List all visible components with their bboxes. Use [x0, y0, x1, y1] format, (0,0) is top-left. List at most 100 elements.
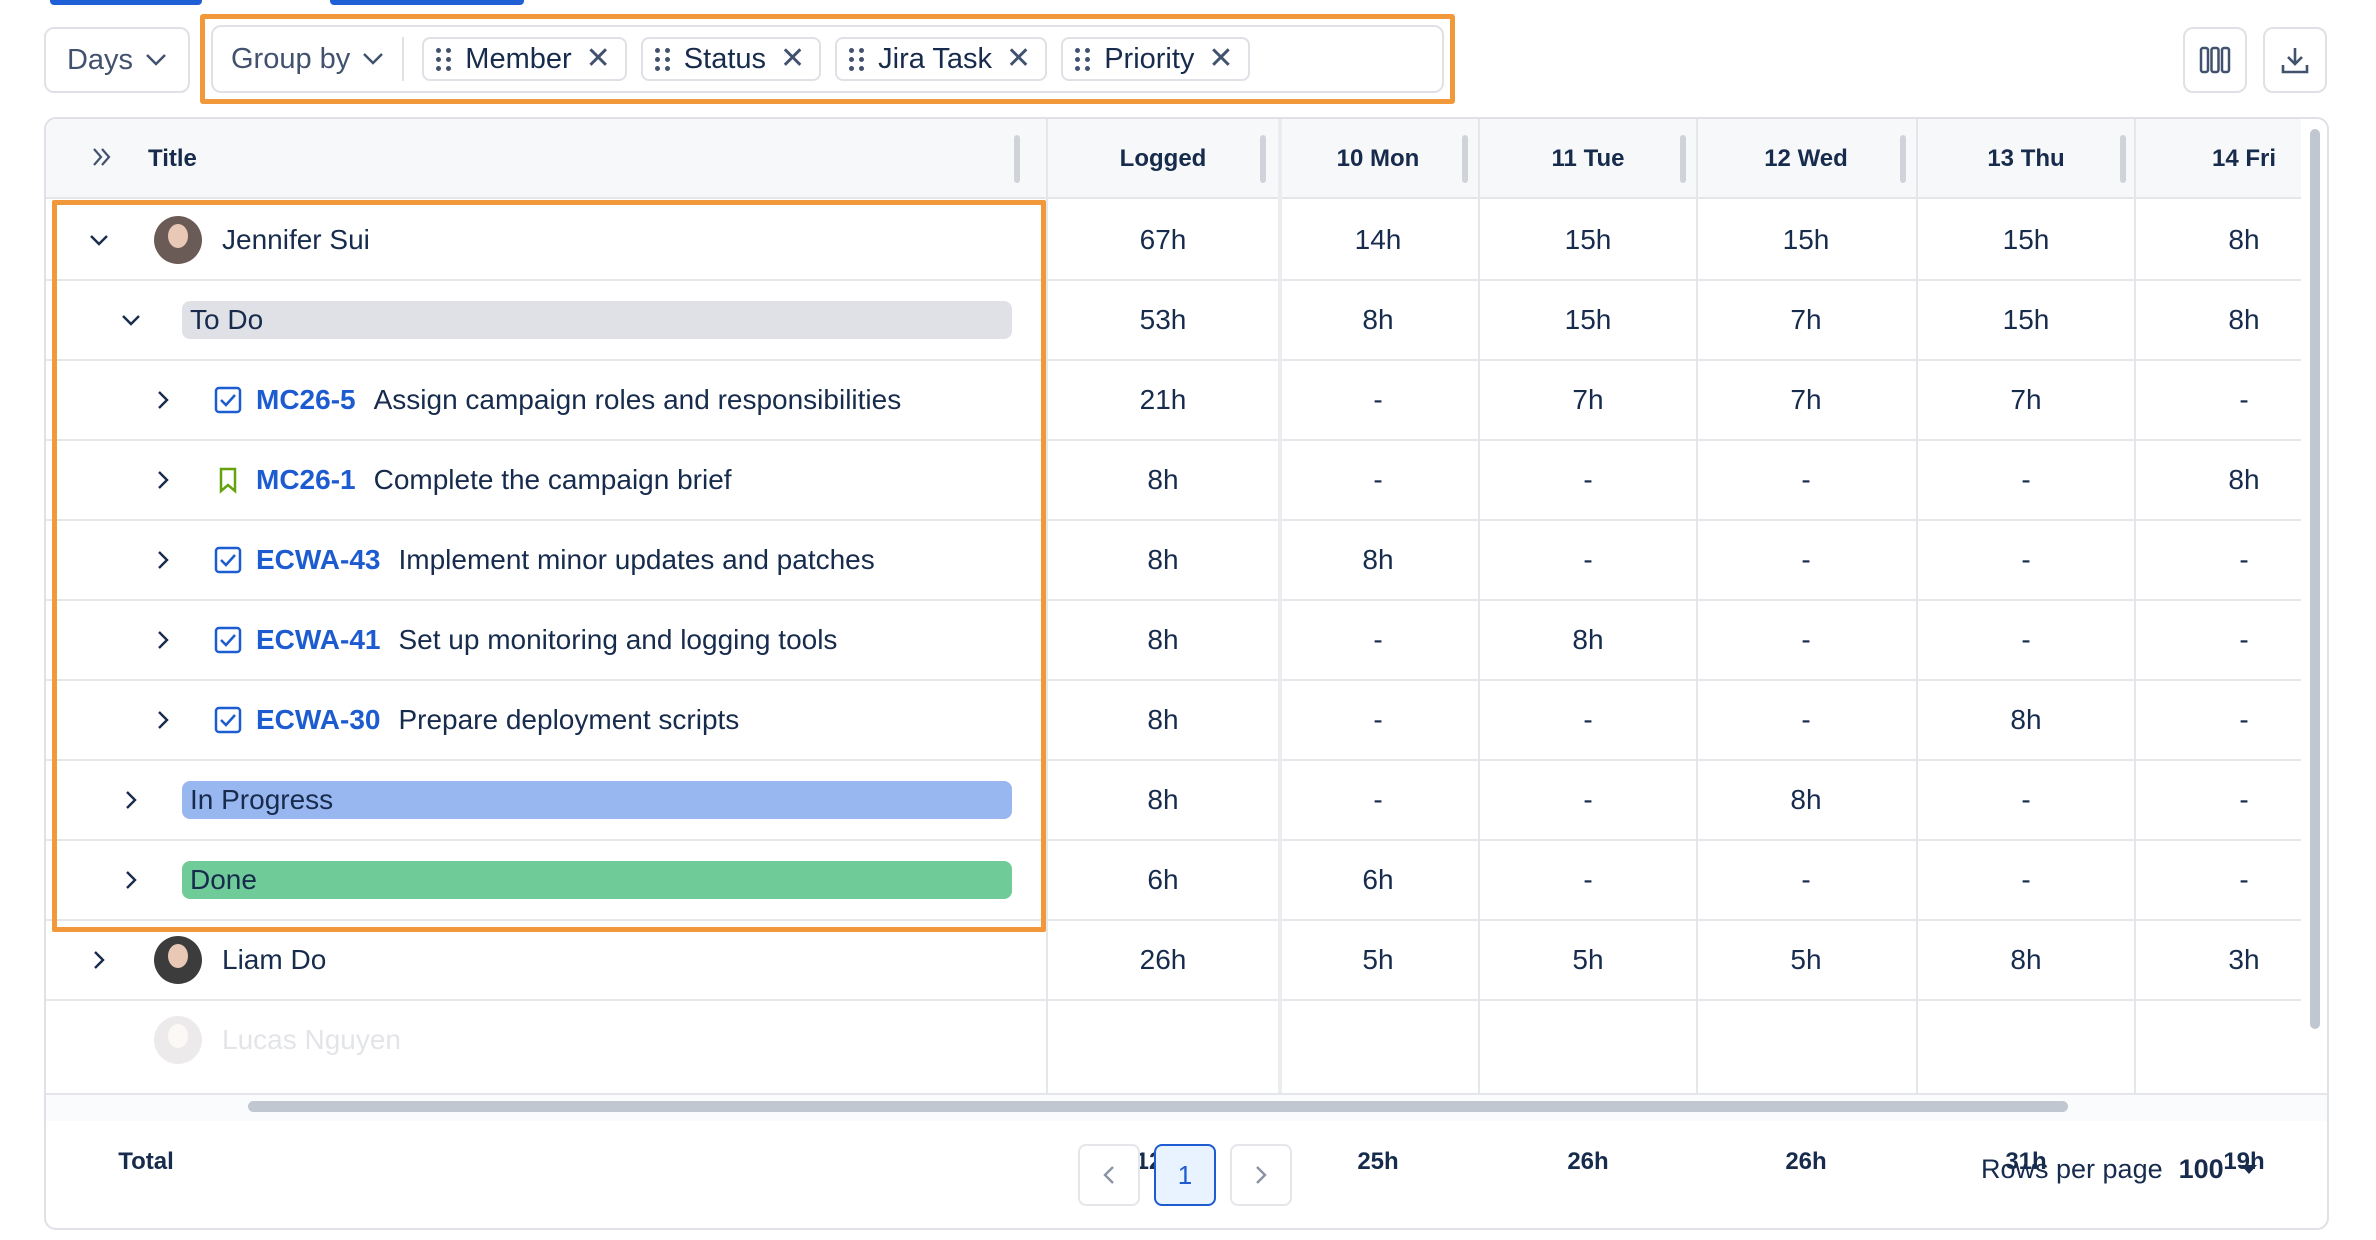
table-row-task[interactable]: ECWA-41 Set up monitoring and logging to…: [46, 601, 2301, 681]
table-row-status[interactable]: Done 6h 6h - - - -: [46, 841, 2301, 921]
table-row-task[interactable]: MC26-5 Assign campaign roles and respons…: [46, 361, 2301, 441]
avatar: [154, 936, 202, 984]
table-row-task[interactable]: ECWA-43 Implement minor updates and patc…: [46, 521, 2301, 601]
total-day: 26h: [1567, 1148, 1609, 1175]
close-icon[interactable]: ✕: [780, 42, 806, 75]
drag-handle-icon[interactable]: [1075, 47, 1091, 71]
member-name: Lucas Nguyen: [222, 1024, 402, 1055]
column-header-day[interactable]: 13 Thu: [1987, 145, 2065, 172]
chevron-down-icon[interactable]: [86, 201, 112, 279]
horizontal-scrollbar[interactable]: [248, 1101, 2068, 1112]
task-key-link[interactable]: MC26-5: [256, 384, 356, 415]
checkbox-icon: [214, 546, 242, 574]
day-cell: 8h: [2010, 704, 2042, 735]
task-title: Prepare deployment scripts: [398, 704, 740, 735]
group-by-highlight: Group by Member ✕ Status ✕ Jira Task ✕: [200, 14, 1455, 104]
member-cell: Liam Do: [154, 921, 326, 999]
task-key-link[interactable]: ECWA-30: [256, 704, 381, 735]
day-cell: -: [1373, 624, 1383, 655]
timesheet-table: Title Logged 10 Mon 11 Tue 12 Wed 13 Thu…: [44, 117, 2329, 1230]
day-cell: -: [2239, 704, 2249, 735]
day-cell: 7h: [2010, 384, 2042, 415]
day-cell: 8h: [1790, 784, 1822, 815]
column-header-day[interactable]: 11 Tue: [1551, 145, 1625, 172]
column-resizer[interactable]: [2120, 135, 2126, 183]
chevron-right-icon[interactable]: [150, 361, 176, 439]
group-chip-status[interactable]: Status ✕: [640, 37, 822, 81]
day-cell: 3h: [2228, 944, 2260, 975]
task-key-link[interactable]: MC26-1: [256, 464, 356, 495]
column-header-logged[interactable]: Logged: [1119, 145, 1207, 172]
divider: [402, 37, 405, 81]
chevron-right-icon[interactable]: [150, 521, 176, 599]
logged-cell: 8h: [1147, 704, 1179, 735]
status-pill-to-do: To Do: [182, 301, 1012, 339]
chevron-right-icon[interactable]: [150, 441, 176, 519]
day-cell: -: [1373, 464, 1383, 495]
day-cell: 7h: [1790, 304, 1822, 335]
table-row-task[interactable]: MC26-1 Complete the campaign brief 8h - …: [46, 441, 2301, 521]
logged-cell: 8h: [1147, 544, 1179, 575]
group-chip-member[interactable]: Member ✕: [422, 37, 627, 81]
day-cell: -: [1583, 784, 1593, 815]
chevron-right-icon[interactable]: [118, 761, 144, 839]
column-resizer[interactable]: [1014, 135, 1020, 183]
day-cell: 5h: [1572, 944, 1604, 975]
day-cell: -: [2239, 624, 2249, 655]
table-row-task[interactable]: ECWA-30 Prepare deployment scripts 8h - …: [46, 681, 2301, 761]
chevron-down-icon[interactable]: [118, 281, 144, 359]
chevron-right-icon[interactable]: [86, 921, 112, 999]
column-resizer[interactable]: [1462, 135, 1468, 183]
expand-all-icon[interactable]: [90, 145, 114, 176]
close-icon[interactable]: ✕: [1208, 42, 1234, 75]
chip-label: Status: [683, 42, 767, 75]
column-header-day[interactable]: 10 Mon: [1336, 145, 1420, 172]
group-chip-priority[interactable]: Priority ✕: [1061, 37, 1250, 81]
table-row-status[interactable]: To Do 53h 8h 15h 7h 15h 8h: [46, 281, 2301, 361]
day-cell: -: [2239, 384, 2249, 415]
task-title: Complete the campaign brief: [373, 464, 732, 495]
column-header-day[interactable]: 14 Fri: [2211, 145, 2277, 172]
days-dropdown[interactable]: Days: [44, 27, 190, 93]
drag-handle-icon[interactable]: [436, 47, 452, 71]
rows-per-page-select[interactable]: 100: [2178, 1154, 2224, 1184]
chevron-right-icon[interactable]: [118, 841, 144, 919]
caret-down-icon[interactable]: [2240, 1164, 2258, 1176]
chevron-right-icon[interactable]: [150, 601, 176, 679]
table-row-status[interactable]: In Progress 8h - - 8h - -: [46, 761, 2301, 841]
drag-handle-icon[interactable]: [654, 47, 670, 71]
day-cell: -: [1373, 784, 1383, 815]
group-by-button[interactable]: Group by: [231, 43, 384, 76]
table-row-member[interactable]: Jennifer Sui 67h 14h 15h 15h 15h 8h: [46, 201, 2301, 281]
column-header-day[interactable]: 12 Wed: [1764, 145, 1848, 172]
close-icon[interactable]: ✕: [1006, 42, 1032, 75]
next-page-button[interactable]: [1230, 1144, 1292, 1206]
column-divider: [2134, 119, 2136, 1093]
column-header-title[interactable]: Title: [148, 145, 197, 172]
prev-page-button[interactable]: [1078, 1144, 1140, 1206]
task-key-link[interactable]: ECWA-41: [256, 624, 381, 655]
table-row-member[interactable]: Liam Do 26h 5h 5h 5h 8h 3h: [46, 921, 2301, 1001]
day-cell: 6h: [1362, 864, 1394, 895]
page-button-current[interactable]: 1: [1154, 1144, 1216, 1206]
group-chip-jira-task[interactable]: Jira Task ✕: [835, 37, 1048, 81]
logged-cell: 53h: [1139, 304, 1187, 335]
day-cell: 8h: [2228, 224, 2260, 255]
day-cell: 7h: [1790, 384, 1822, 415]
chevron-right-icon[interactable]: [150, 681, 176, 759]
vertical-scrollbar[interactable]: [2310, 129, 2320, 1029]
columns-button[interactable]: [2183, 27, 2247, 93]
close-icon[interactable]: ✕: [585, 42, 611, 75]
day-cell: 5h: [1790, 944, 1822, 975]
column-resizer[interactable]: [1900, 135, 1906, 183]
column-resizer[interactable]: [1260, 135, 1266, 183]
task-key-link[interactable]: ECWA-43: [256, 544, 381, 575]
column-resizer[interactable]: [1680, 135, 1686, 183]
drag-handle-icon[interactable]: [849, 47, 865, 71]
day-cell: 15h: [1782, 224, 1830, 255]
checkbox-icon: [214, 386, 242, 414]
status-pill-in-progress: In Progress: [182, 781, 1012, 819]
day-cell: 8h: [1362, 304, 1394, 335]
member-name: Jennifer Sui: [222, 224, 370, 255]
download-button[interactable]: [2263, 27, 2327, 93]
